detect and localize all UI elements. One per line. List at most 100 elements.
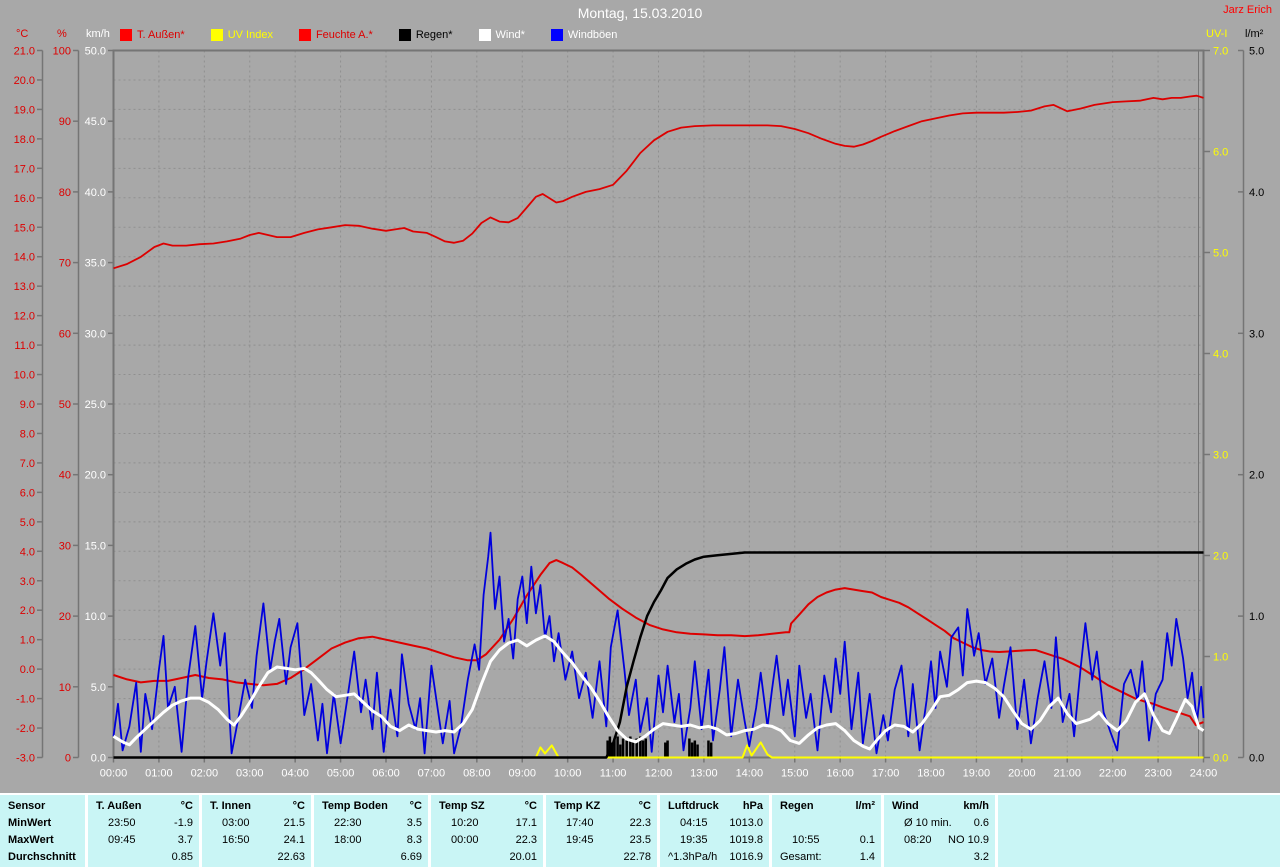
table-column-t-innen: T. Innen °C 03:00 21.5 16:50 24.1 22.63 [202,795,314,867]
axis-tick-label-celsius: -3.0 [16,753,35,765]
table-row-label: Durchschnitt [0,849,85,866]
value-time: 10:20 [451,817,479,829]
axis-tick-label-celsius: 18.0 [14,134,35,146]
table-cell-row: 0.85 [88,849,199,866]
table-cell-row: Ø 10 min. 0.6 [884,815,995,832]
axis-tick-label-celsius: -1.0 [16,694,35,706]
x-axis-label: 08:00 [463,768,491,780]
axis-tick-label-celsius: 5.0 [20,517,35,529]
axis-tick-label-kmh: 20.0 [85,470,106,482]
legend-item-3: Feuchte A.* [298,29,373,41]
axis-tick-label-lm2: 1.0 [1249,611,1264,623]
axis-tick-label-percent: 20 [59,611,71,623]
value: 22.3 [629,817,651,829]
axis-tick-label-celsius: 4.0 [20,546,35,558]
value-time: 23:50 [108,817,136,829]
table-cell-row: 6.69 [314,849,428,866]
table-cell-row: ^1.3hPa/h 1016.9 [660,849,769,866]
table-cell-row: Gesamt: 1.4 [772,849,881,866]
value: 0.85 [171,851,193,863]
axis-tick-label-lm2: 3.0 [1249,328,1264,340]
legend-swatch [120,29,132,41]
x-axis-label: 13:00 [690,768,718,780]
value-time: 17:40 [566,817,594,829]
sensor-unit: l/m² [855,800,875,812]
axis-tick-label-percent: 40 [59,470,71,482]
x-axis-label: 12:00 [645,768,673,780]
series-uv-index-line [113,741,1204,759]
value: 1.4 [859,851,875,863]
legend-swatch [298,29,311,41]
axis-tick-label-celsius: 1.0 [20,635,35,647]
value: 3.2 [973,851,989,863]
x-axis-label: 06:00 [372,768,400,780]
value: 1019.8 [729,834,763,846]
value-time [202,849,210,866]
value-time [314,849,322,866]
table-cell-row: 09:45 3.7 [88,832,199,849]
value-time: 09:45 [108,834,136,846]
axis-tick-label-celsius: 3.0 [20,576,35,588]
value-time: 22:30 [334,817,362,829]
x-axis-label: 23:00 [1144,768,1172,780]
axis-tick-label-percent: 80 [59,187,71,199]
axis-tick-label-lm2: 5.0 [1249,46,1264,58]
series-regen-line [113,551,1204,759]
axis-tick-label-kmh: 0.0 [91,753,106,765]
value-time [772,815,792,832]
axis-tick-label-kmh: 25.0 [85,399,106,411]
legend-item-4: Regen* [398,29,453,41]
table-cell-row: 08:20 NO 10.9 [884,832,995,849]
value-time [546,849,554,866]
axis-tick-label-kmh: 35.0 [85,258,106,270]
x-axis-label: 20:00 [1008,768,1036,780]
user-name: Jarz Erich [1223,4,1272,16]
table-column-temp-kz: Temp KZ °C 17:40 22.3 19:45 23.5 22.78 [546,795,660,867]
value-time: 16:50 [222,834,250,846]
x-axis-label: 05:00 [327,768,355,780]
legend-item-6: Windböen [550,29,617,41]
value-time: ^1.3hPa/h [668,851,718,863]
value-time [884,849,892,866]
axis-tick-label-uv: 0.0 [1213,753,1228,765]
table-cell-row: 03:00 21.5 [202,815,311,832]
value-time: Ø 10 min. [904,817,952,829]
value: 22.3 [515,834,537,846]
axis-tick-label-celsius: 21.0 [14,46,35,58]
table-row-label: MinWert [0,815,85,832]
value-time: 00:00 [451,834,479,846]
legend-label: T. Außen* [137,29,185,41]
value: 22.63 [277,851,305,863]
value-time: 03:00 [222,817,250,829]
chart-plot: 21.0 20.0 19.0 18.0 17.0 16.0 15.0 14.0 13.0 12.0… [14,46,1265,780]
axis-tick-label-percent: 70 [59,258,71,270]
axis-tick-label-percent: 90 [59,116,71,128]
axis-unit-celsius: °C [16,28,29,40]
legend-label: UV Index [227,29,273,41]
legend-label: Regen* [415,29,453,41]
value: 17.1 [515,817,537,829]
axis-tick-label-celsius: 16.0 [14,193,35,205]
table-cell-row: 16:50 24.1 [202,832,311,849]
axis-unit-percent: % [57,28,67,40]
value: 22.78 [623,851,651,863]
axis-tick-label-celsius: 14.0 [14,252,35,264]
axis-tick-label-celsius: -2.0 [16,723,35,735]
table-cell-row: T. Innen °C [202,798,311,815]
series-temp-aussen-line [113,559,1204,727]
value-time: 10:55 [792,834,820,846]
x-axis-label: 18:00 [917,768,945,780]
axis-unit-lm2: l/m² [1245,28,1264,40]
legend-item-5: Wind* [478,29,525,41]
axis-tick-label-kmh: 50.0 [85,46,106,58]
value-time: 18:00 [334,834,362,846]
value: 21.5 [283,817,305,829]
row-label: Durchschnitt [8,851,76,863]
axis-tick-label-kmh: 40.0 [85,187,106,199]
axis-tick-label-kmh: 5.0 [91,682,106,694]
table-row-label: Sensor [0,798,85,815]
x-axis-label: 14:00 [736,768,764,780]
sensor-unit: °C [292,800,305,812]
axis-tick-label-celsius: 17.0 [14,163,35,175]
series-feuchte-aussen-line [113,94,1204,270]
